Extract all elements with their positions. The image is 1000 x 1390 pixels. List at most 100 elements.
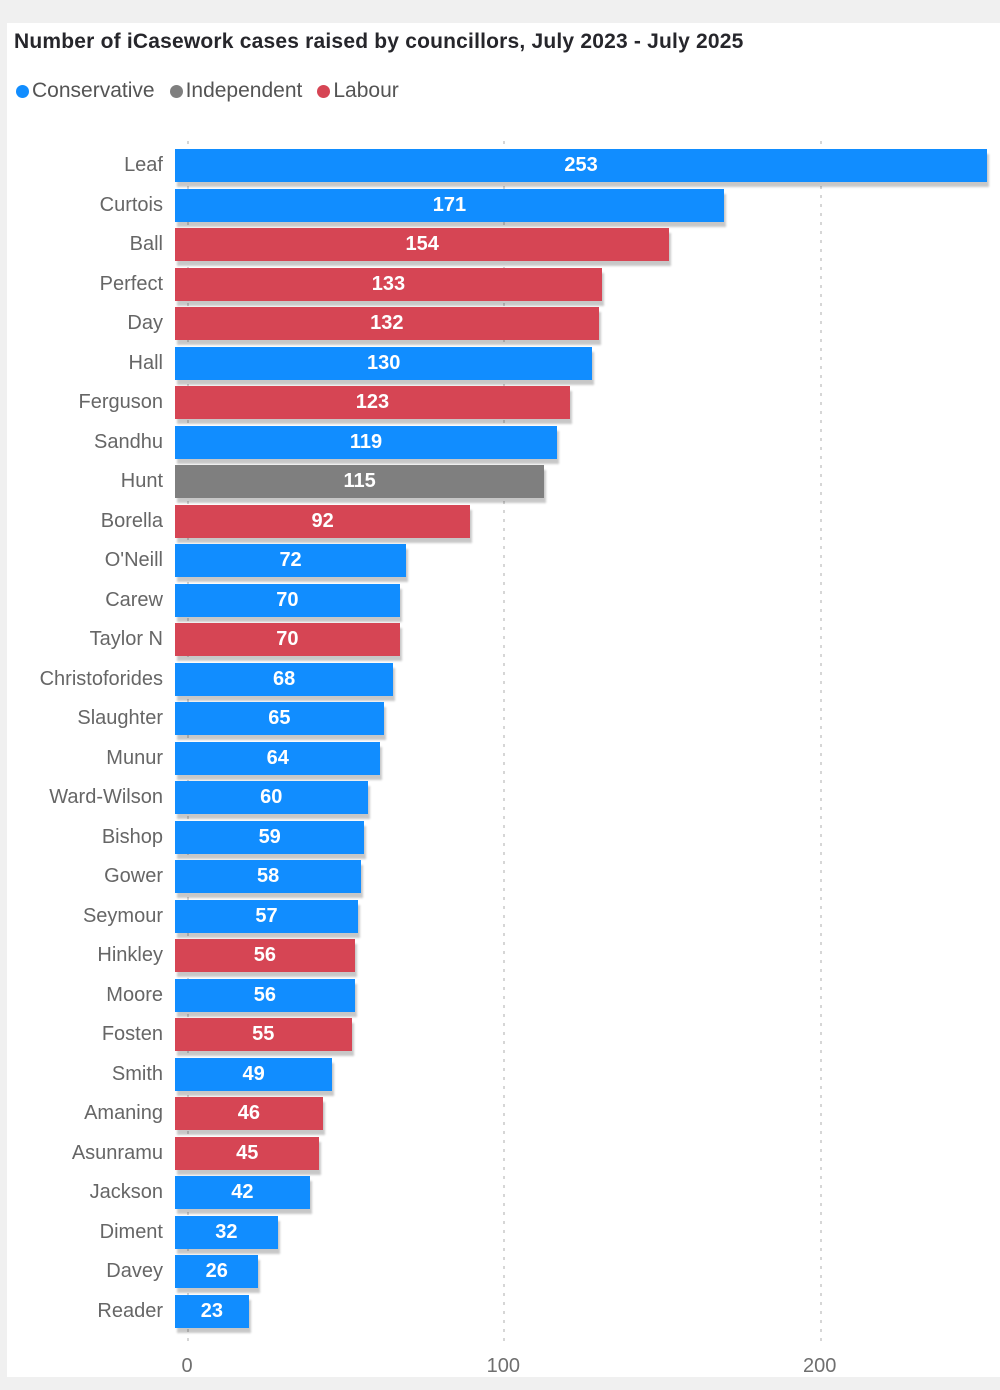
category-label: Ball [129, 233, 163, 256]
bar-track: 132 [175, 307, 1000, 341]
bar-track: 92 [175, 504, 1000, 538]
bar-row: Ferguson 123 [7, 383, 1000, 423]
bar-track: 55 [175, 1018, 1000, 1052]
category-label: Amaning [84, 1102, 163, 1125]
bar-fosten[interactable]: 55 [175, 1018, 352, 1052]
bar-track: 49 [175, 1057, 1000, 1091]
bar-row: Curtois 171 [7, 186, 1000, 226]
bar-ward-wilson[interactable]: 60 [175, 781, 368, 815]
bar-row: Amaning 46 [7, 1094, 1000, 1134]
bar-jackson[interactable]: 42 [175, 1176, 310, 1210]
bar-row: Reader 23 [7, 1292, 1000, 1332]
bar-row: Diment 32 [7, 1213, 1000, 1253]
legend-item-conservative[interactable]: Conservative [16, 79, 155, 103]
bar-ferguson[interactable]: 123 [175, 386, 570, 420]
bar-o-neill[interactable]: 72 [175, 544, 407, 578]
category-label: Diment [99, 1220, 163, 1243]
category-label: Sandhu [94, 430, 163, 453]
bar-value-label: 42 [231, 1181, 254, 1204]
bar-amaning[interactable]: 46 [175, 1097, 323, 1131]
legend-label: Conservative [32, 79, 155, 102]
bar-sandhu[interactable]: 119 [175, 425, 557, 459]
bar-track: 130 [175, 346, 1000, 380]
bar-moore[interactable]: 56 [175, 978, 355, 1012]
bar-hunt[interactable]: 115 [175, 465, 545, 499]
category-label: Taylor N [89, 628, 163, 651]
bar-value-label: 49 [242, 1062, 265, 1085]
category-label: Asunramu [71, 1141, 163, 1164]
bar-taylor-n[interactable]: 70 [175, 623, 400, 657]
legend-dot-icon [169, 84, 183, 98]
bar-value-label: 68 [273, 667, 296, 690]
bar-row: Seymour 57 [7, 897, 1000, 937]
legend-item-labour[interactable]: Labour [317, 79, 399, 103]
bar-reader[interactable]: 23 [175, 1294, 249, 1328]
bar-track: 46 [175, 1097, 1000, 1131]
bar-hall[interactable]: 130 [175, 346, 593, 380]
bar-value-label: 59 [258, 825, 281, 848]
bar-value-label: 119 [349, 430, 383, 453]
bar-row: Davey 26 [7, 1252, 1000, 1292]
bar-gower[interactable]: 58 [175, 860, 362, 894]
bar-row: Hunt 115 [7, 462, 1000, 502]
x-axis-tick-label: 200 [802, 1355, 837, 1377]
bar-row: Ward-Wilson 60 [7, 778, 1000, 818]
legend-label: Labour [333, 79, 399, 102]
bar-diment[interactable]: 32 [175, 1215, 278, 1249]
x-axis-tick-label: 100 [486, 1355, 521, 1377]
category-label: Bishop [101, 825, 163, 848]
category-label: Curtois [99, 193, 163, 216]
bar-track: 154 [175, 228, 1000, 262]
bar-row: O'Neill 72 [7, 541, 1000, 581]
legend-item-independent[interactable]: Independent [169, 79, 303, 103]
bar-value-label: 72 [279, 549, 302, 572]
bar-day[interactable]: 132 [175, 307, 599, 341]
bar-seymour[interactable]: 57 [175, 899, 358, 933]
category-label: Hunt [120, 470, 163, 493]
bar-rows: Leaf 253 Curtois 171 Ball 154 Perfect 133 Day 132… [7, 146, 1000, 1331]
bar-row: Borella 92 [7, 502, 1000, 542]
bar-hinkley[interactable]: 56 [175, 939, 355, 973]
bar-track: 65 [175, 702, 1000, 736]
bar-slaughter[interactable]: 65 [175, 702, 384, 736]
bar-asunramu[interactable]: 45 [175, 1136, 320, 1170]
bar-track: 32 [175, 1215, 1000, 1249]
category-label: O'Neill [104, 549, 163, 572]
bar-row: Munur 64 [7, 739, 1000, 779]
bar-track: 59 [175, 820, 1000, 854]
bar-value-label: 130 [366, 351, 401, 374]
category-label: Day [127, 312, 163, 335]
category-label: Fosten [101, 1023, 163, 1046]
bar-row: Slaughter 65 [7, 699, 1000, 739]
bar-value-label: 45 [236, 1141, 259, 1164]
category-label: Moore [106, 983, 163, 1006]
bar-value-label: 57 [255, 904, 278, 927]
x-axis: 0 100 200 [181, 1349, 1000, 1383]
bar-christoforides[interactable]: 68 [175, 662, 394, 696]
bar-curtois[interactable]: 171 [175, 188, 724, 222]
bar-track: 70 [175, 583, 1000, 617]
bar-bishop[interactable]: 59 [175, 820, 365, 854]
bar-row: Perfect 133 [7, 265, 1000, 305]
bar-ball[interactable]: 154 [175, 228, 670, 262]
bar-smith[interactable]: 49 [175, 1057, 333, 1091]
bar-track: 123 [175, 386, 1000, 420]
bar-track: 56 [175, 939, 1000, 973]
category-label: Leaf [124, 154, 163, 177]
bar-value-label: 32 [215, 1220, 238, 1243]
bar-value-label: 154 [405, 233, 439, 256]
chart-card: Number of iCasework cases raised by coun… [7, 23, 1000, 1377]
bar-munur[interactable]: 64 [175, 741, 381, 775]
bar-leaf[interactable]: 253 [175, 149, 988, 183]
bar-carew[interactable]: 70 [175, 583, 400, 617]
bar-perfect[interactable]: 133 [175, 267, 602, 301]
category-label: Christoforides [39, 667, 163, 690]
bar-row: Ball 154 [7, 225, 1000, 265]
bar-borella[interactable]: 92 [175, 504, 471, 538]
category-label: Slaughter [77, 707, 163, 730]
legend-dot-icon [317, 84, 331, 98]
bar-davey[interactable]: 26 [175, 1255, 259, 1289]
bar-track: 133 [175, 267, 1000, 301]
bar-track: 68 [175, 662, 1000, 696]
legend-label: Independent [185, 79, 303, 102]
